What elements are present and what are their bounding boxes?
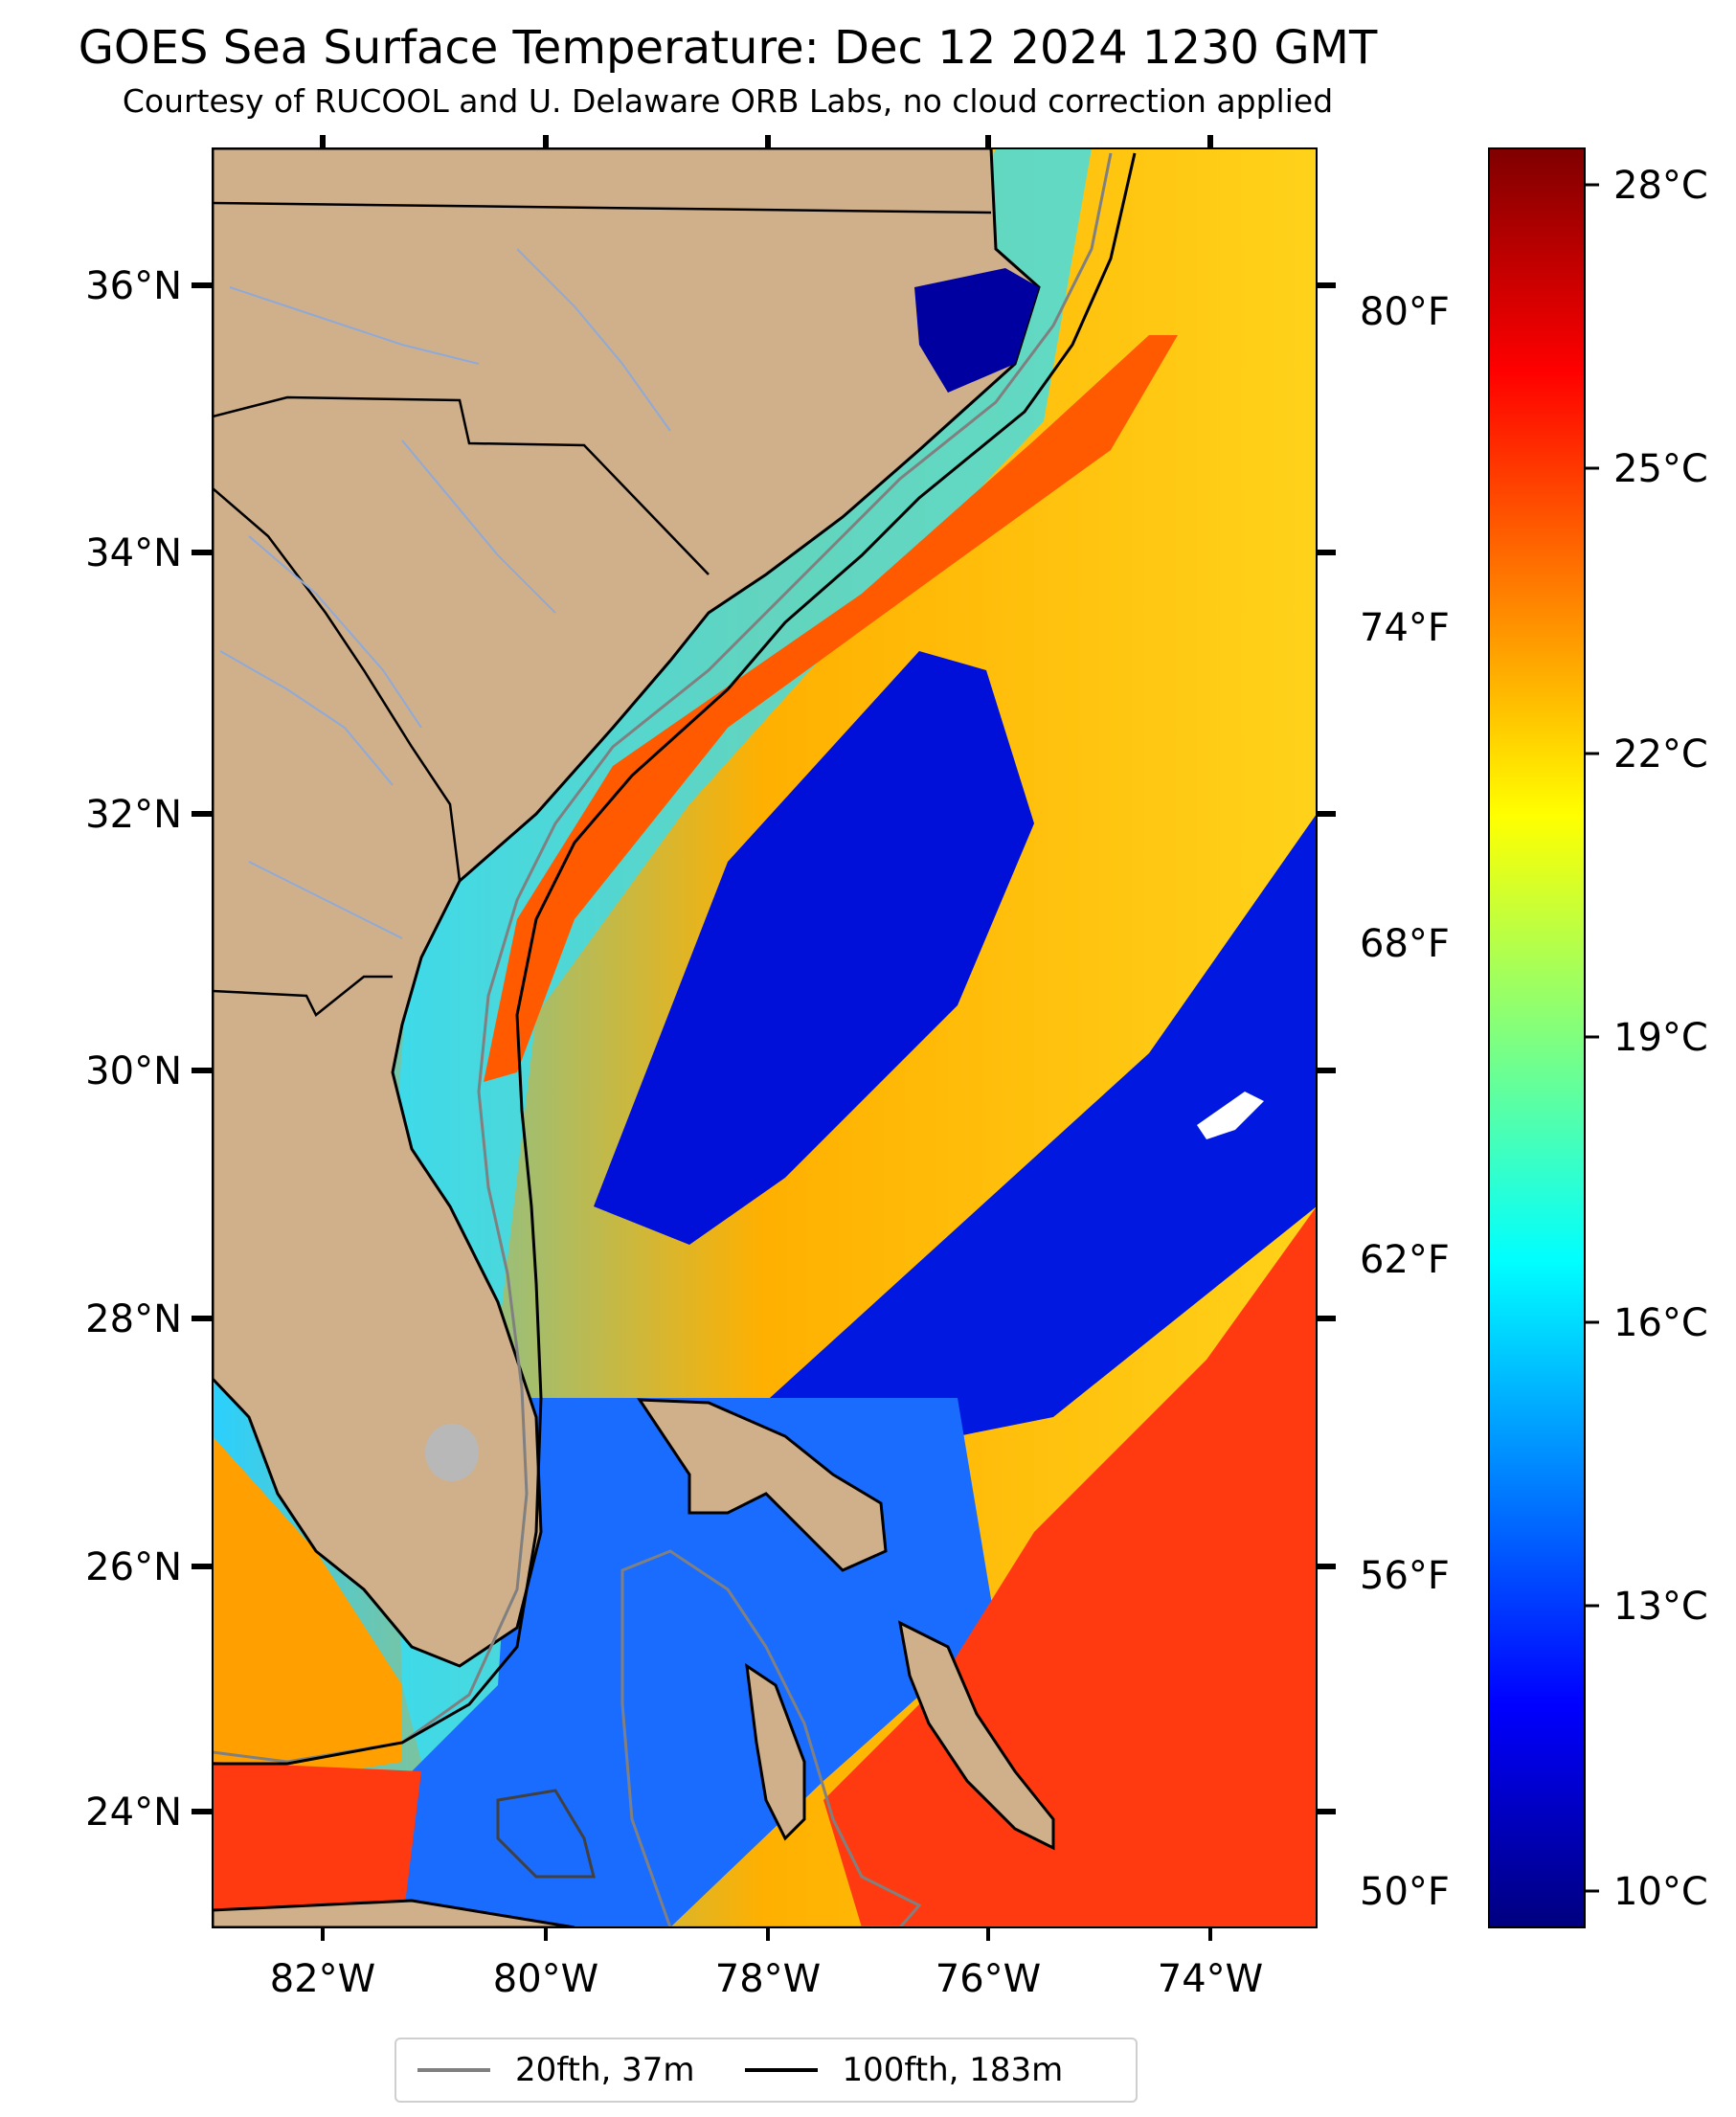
fahrenheit-tick-label: 80°F	[1360, 290, 1450, 334]
lon-tick-label: 74°W	[1158, 1957, 1263, 2001]
colorbar-tick-label: 10°C	[1613, 1870, 1708, 1914]
gulf-stream-warm-band	[484, 335, 1178, 1082]
lat-tick-label: 26°N	[85, 1545, 182, 1589]
colorbar-tick-label: 25°C	[1613, 447, 1708, 491]
isobath-100fth-line	[213, 152, 1137, 1766]
cold-water-east	[728, 814, 1317, 1455]
colorbar-tick-label: 16°C	[1613, 1301, 1708, 1345]
fahrenheit-tick-label: 68°F	[1360, 922, 1450, 966]
cloud-patch	[1197, 1092, 1264, 1139]
colorbar-tick-label: 28°C	[1613, 164, 1708, 208]
state-boundaries	[213, 201, 992, 1017]
lat-tick-label: 30°N	[85, 1049, 182, 1093]
fahrenheit-tick-label: 74°F	[1360, 606, 1450, 650]
map-panel	[213, 148, 1317, 1927]
lat-tick-label: 28°N	[85, 1297, 182, 1341]
lat-tick-label: 32°N	[85, 793, 182, 837]
colorbar-tick-label: 22°C	[1613, 732, 1708, 777]
legend-item-100fth: 100fth, 183m	[744, 2051, 1064, 2089]
colorbar-tick-label: 19°C	[1613, 1016, 1708, 1060]
lon-tick-label: 82°W	[270, 1957, 375, 2001]
cay-sal-bank-outline	[496, 1789, 596, 1879]
map-frame	[212, 147, 1318, 1928]
lat-tick-label: 24°N	[85, 1790, 182, 1835]
chart-title: GOES Sea Surface Temperature: Dec 12 202…	[78, 21, 1378, 75]
fahrenheit-tick-label: 56°F	[1360, 1554, 1450, 1598]
grand-bahama-abaco-island	[637, 1398, 888, 1572]
andros-island	[745, 1662, 806, 1841]
lon-tick-label: 76°W	[936, 1957, 1041, 2001]
lat-tick-label: 36°N	[85, 264, 182, 308]
isobath-20fth-line	[213, 152, 1113, 1764]
gulf-of-mexico-water	[213, 1436, 402, 1800]
cold-water-tongue	[594, 651, 1034, 1245]
legend-label-20fth: 20fth, 37m	[515, 2051, 695, 2089]
latitude-axis: 36°N 34°N 32°N 30°N 28°N 26°N 24°N	[85, 264, 1336, 1835]
fahrenheit-axis: 80°F 74°F 68°F 62°F 56°F 50°F	[1360, 290, 1450, 1914]
gulf-warm-water	[213, 1762, 421, 1927]
lake-okeechobee	[425, 1424, 479, 1481]
rivers	[219, 248, 671, 939]
legend: 20fth, 37m 100fth, 183m	[395, 2038, 1138, 2103]
bahama-bank-outline	[620, 1549, 922, 1927]
colorbar	[1488, 147, 1586, 1928]
fahrenheit-tick-label: 50°F	[1360, 1870, 1450, 1914]
legend-label-100fth: 100fth, 183m	[842, 2051, 1064, 2089]
eleuthera-cat-island	[897, 1620, 1055, 1851]
fahrenheit-tick-label: 62°F	[1360, 1238, 1450, 1282]
longitude-axis: 82°W 80°W 78°W 76°W 74°W	[270, 135, 1263, 2001]
legend-line-gray	[417, 2068, 490, 2072]
legend-line-black	[744, 2068, 818, 2072]
lat-tick-label: 34°N	[85, 531, 182, 575]
chart-subtitle: Courtesy of RUCOOL and U. Delaware ORB L…	[122, 82, 1334, 120]
colorbar-tick-label: 13°C	[1613, 1585, 1708, 1629]
lon-tick-label: 78°W	[715, 1957, 821, 2001]
us-east-coast-land	[213, 148, 1041, 1668]
colorbar-celsius-axis: 28°C 25°C 22°C 19°C 16°C 13°C 10°C	[1585, 164, 1708, 1914]
lon-tick-label: 80°W	[493, 1957, 598, 2001]
legend-item-20fth: 20fth, 37m	[417, 2051, 695, 2089]
cuba-coast-land	[213, 1899, 575, 1927]
pamlico-sound	[914, 268, 1039, 393]
